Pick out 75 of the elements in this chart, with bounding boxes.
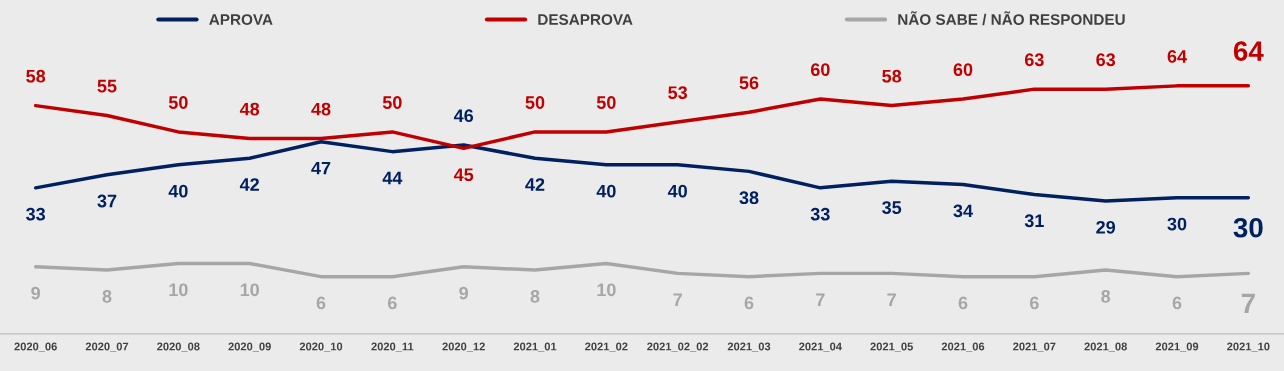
x-tick-label: 2021_05: [870, 342, 913, 352]
data-label: 58: [26, 69, 46, 83]
data-label: 30: [1233, 217, 1263, 238]
data-label: 10: [169, 283, 188, 297]
data-label: 7: [887, 293, 896, 306]
data-label: 64: [1233, 41, 1264, 61]
data-label: 29: [1096, 220, 1116, 234]
data-label: 50: [382, 96, 402, 109]
x-tick-label: 2021_04: [799, 342, 842, 352]
data-label: 63: [1024, 53, 1044, 67]
data-label: 7: [816, 293, 825, 306]
legend-label: APROVA: [209, 14, 273, 25]
data-label: 60: [810, 63, 830, 77]
data-label: 6: [1172, 296, 1182, 310]
data-label: 37: [97, 194, 117, 208]
x-tick-label: 2021_09: [1155, 342, 1199, 352]
data-label: 6: [316, 296, 326, 310]
data-label: 50: [168, 96, 188, 109]
data-label: 55: [97, 79, 117, 93]
data-label: 58: [882, 69, 902, 83]
data-label: 6: [1029, 296, 1039, 310]
data-label: 33: [810, 207, 830, 221]
data-label: 40: [168, 184, 188, 198]
data-label: 60: [953, 63, 973, 77]
data-label: 35: [882, 201, 902, 214]
data-label: 63: [1096, 53, 1116, 67]
data-label: 6: [744, 296, 754, 310]
data-label: 30: [1167, 217, 1187, 231]
data-label: 8: [102, 290, 112, 303]
legend-label: DESAPROVA: [538, 14, 633, 25]
data-label: 33: [26, 207, 46, 221]
data-label: 8: [530, 290, 540, 303]
data-label: 48: [311, 102, 331, 116]
data-label: 42: [239, 178, 259, 191]
data-label: 9: [31, 286, 41, 300]
data-label: 42: [525, 178, 545, 191]
x-tick-label: 2021_08: [1084, 342, 1127, 352]
x-tick-label: 2021_02_02: [647, 342, 709, 352]
data-label: 31: [1024, 214, 1044, 228]
x-tick-label: 2020_09: [228, 342, 271, 352]
data-label: 46: [453, 109, 474, 123]
data-label: 56: [739, 76, 759, 90]
data-label: 34: [953, 204, 973, 218]
x-tick-label: 2021_02: [585, 342, 628, 352]
data-label: 53: [668, 86, 688, 100]
x-tick-label: 2020_07: [85, 342, 129, 352]
data-label: 47: [311, 161, 331, 175]
data-label: 40: [596, 184, 616, 198]
data-label: 7: [1241, 293, 1255, 313]
data-label: 7: [673, 293, 682, 306]
data-label: 44: [382, 171, 403, 185]
x-tick-label: 2021_10: [1227, 342, 1270, 352]
data-label: 10: [597, 283, 616, 297]
x-tick-label: 2020_08: [157, 342, 200, 352]
data-label: 50: [525, 96, 545, 109]
x-tick-label: 2021_06: [941, 342, 985, 352]
data-label: 6: [387, 296, 397, 310]
x-tick-label: 2021_03: [727, 342, 771, 352]
data-label: 64: [1167, 50, 1187, 63]
data-label: 6: [958, 296, 968, 310]
legend-label: NÃO SABE / NÃO RESPONDEU: [898, 11, 1125, 26]
x-tick-label: 2021_01: [513, 342, 557, 352]
data-label: 10: [240, 283, 259, 297]
x-tick-label: 2020_12: [442, 342, 485, 352]
x-tick-label: 2020_06: [14, 342, 57, 352]
x-tick-label: 2020_10: [299, 342, 343, 352]
data-label: 40: [667, 184, 687, 198]
data-label: 48: [239, 102, 260, 116]
data-label: 8: [1101, 290, 1111, 303]
data-label: 45: [453, 168, 474, 182]
x-tick-label: 2020_11: [371, 342, 414, 352]
data-label: 9: [459, 286, 469, 300]
data-label: 38: [739, 191, 759, 205]
x-tick-label: 2021_07: [1013, 342, 1056, 352]
data-label: 50: [596, 96, 616, 109]
